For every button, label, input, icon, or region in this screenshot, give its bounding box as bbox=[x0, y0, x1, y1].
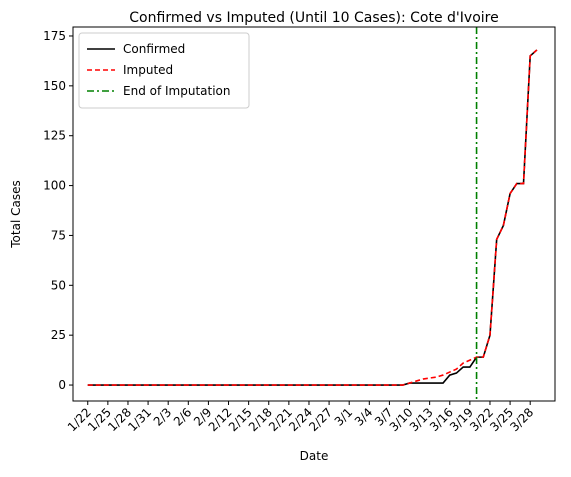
x-axis-label: Date bbox=[300, 449, 329, 463]
x-tick-label: 3/4 bbox=[352, 405, 376, 429]
x-tick-label: 3/28 bbox=[507, 405, 536, 434]
x-tick-label: 3/1 bbox=[332, 405, 356, 429]
y-tick-label: 75 bbox=[51, 228, 66, 242]
legend-label: Imputed bbox=[123, 63, 173, 77]
x-tick-label: 2/27 bbox=[306, 405, 335, 434]
y-tick-label: 175 bbox=[43, 29, 66, 43]
chart-title: Confirmed vs Imputed (Until 10 Cases): C… bbox=[129, 10, 498, 26]
x-tick-label: 2/6 bbox=[171, 405, 195, 429]
y-tick-label: 100 bbox=[43, 179, 66, 193]
y-tick-label: 25 bbox=[51, 328, 66, 342]
y-tick-label: 125 bbox=[43, 129, 66, 143]
legend-box bbox=[78, 32, 250, 109]
y-tick-label: 0 bbox=[58, 378, 66, 392]
y-tick-label: 150 bbox=[43, 79, 66, 93]
x-tick-label: 2/3 bbox=[151, 405, 175, 429]
line-series bbox=[87, 49, 538, 386]
legend-label: Confirmed bbox=[123, 42, 185, 56]
legend-label: End of Imputation bbox=[123, 84, 231, 98]
y-axis-label: Total Cases bbox=[9, 180, 23, 248]
x-tick-label: 1/31 bbox=[125, 405, 154, 434]
y-tick-label: 50 bbox=[51, 278, 66, 292]
plot-frame bbox=[72, 26, 556, 402]
